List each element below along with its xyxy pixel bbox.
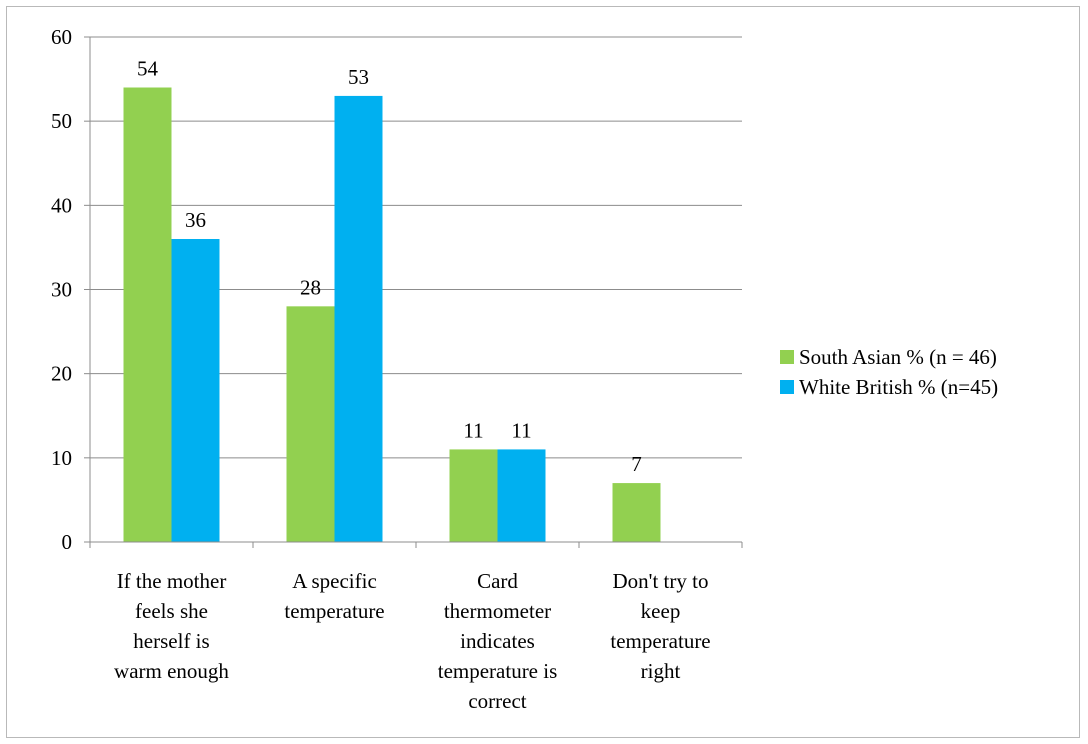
y-tick-label: 0 — [62, 530, 73, 554]
data-label: 11 — [463, 418, 483, 442]
category-label: keep — [641, 599, 681, 623]
category-label: right — [641, 659, 681, 683]
data-label: 54 — [137, 57, 159, 81]
legend: South Asian % (n = 46) White British % (n… — [780, 345, 998, 399]
data-label: 11 — [511, 418, 531, 442]
category-label: indicates — [460, 629, 535, 653]
category-label: thermometer — [444, 599, 551, 623]
labels: 0 10 20 30 40 50 60 54 28 11 7 36 53 11 If the mother f… — [51, 25, 711, 713]
bar — [123, 87, 172, 542]
bar — [612, 483, 661, 542]
legend-label: South Asian % (n = 46) — [799, 345, 997, 369]
category-label: warm enough — [114, 659, 229, 683]
category-label: A specific — [292, 569, 377, 593]
y-tick-label: 30 — [51, 278, 72, 302]
category-label: feels she — [135, 599, 208, 623]
data-label: 7 — [631, 452, 642, 476]
y-tick-label: 50 — [51, 109, 72, 133]
category-label: If the mother — [117, 569, 227, 593]
data-label: 36 — [185, 208, 206, 232]
category-label: temperature is — [438, 659, 558, 683]
y-tick-label: 10 — [51, 446, 72, 470]
data-label: 53 — [348, 65, 369, 89]
legend-swatch — [780, 380, 794, 394]
y-tick-label: 40 — [51, 193, 72, 217]
axes — [84, 36, 743, 548]
data-label: 28 — [300, 275, 321, 299]
bar — [449, 449, 498, 542]
y-tick-label: 20 — [51, 362, 72, 386]
category-label: herself is — [133, 629, 209, 653]
legend-swatch — [780, 350, 794, 364]
legend-label: White British % (n=45) — [799, 375, 998, 399]
category-label: temperature — [284, 599, 384, 623]
category-label: temperature — [610, 629, 710, 653]
category-label: correct — [468, 689, 526, 713]
bar — [171, 239, 220, 542]
bar — [286, 306, 335, 542]
y-tick-label: 60 — [51, 25, 72, 49]
category-label: Card — [477, 569, 518, 593]
category-label: Don't try to — [613, 569, 709, 593]
bar — [334, 95, 383, 543]
bar — [497, 449, 546, 542]
bars — [123, 87, 661, 543]
